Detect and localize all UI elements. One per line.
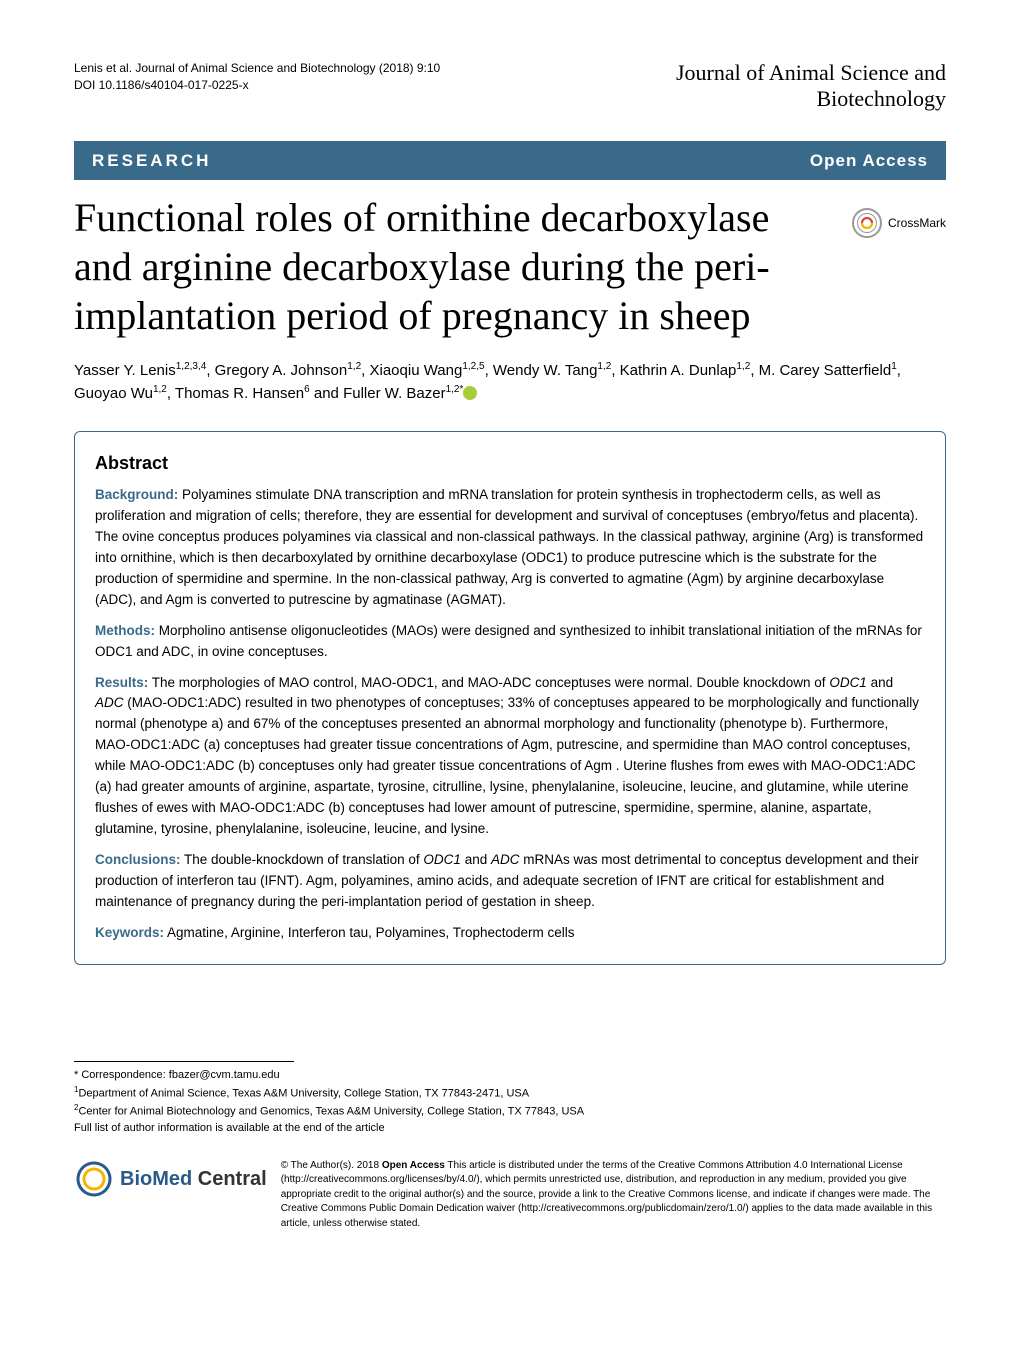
conclusions-text-2: and xyxy=(461,852,491,867)
affil1-text: Department of Animal Science, Texas A&M … xyxy=(78,1087,529,1099)
keywords-text: Agmatine, Arginine, Interferon tau, Poly… xyxy=(164,925,574,940)
bmc-swirl-icon xyxy=(74,1159,114,1199)
section-label: RESEARCH xyxy=(92,148,211,174)
conclusions-italic-1: ODC1 xyxy=(423,852,461,867)
correspondence: * Correspondence: fbazer@cvm.tamu.edu xyxy=(74,1068,946,1084)
doi-text: DOI 10.1186/s40104-017-0225-x xyxy=(74,77,440,94)
citation-block: Lenis et al. Journal of Animal Science a… xyxy=(74,60,440,95)
results-italic-2: ADC xyxy=(95,695,124,710)
journal-name: Journal of Animal Science and Biotechnol… xyxy=(676,60,946,113)
journal-line-1: Journal of Animal Science and xyxy=(676,60,946,85)
abstract-results: Results: The morphologies of MAO control… xyxy=(95,673,925,840)
abstract-heading: Abstract xyxy=(95,450,925,477)
keywords: Keywords: Agmatine, Arginine, Interferon… xyxy=(95,923,925,944)
bmc-central: Central xyxy=(192,1168,266,1190)
results-label: Results: xyxy=(95,675,148,690)
conclusions-text-1: The double-knockdown of translation of xyxy=(181,852,424,867)
results-text-1: The morphologies of MAO control, MAO-ODC… xyxy=(148,675,829,690)
background-label: Background: xyxy=(95,487,178,502)
results-italic-1: ODC1 xyxy=(829,675,867,690)
full-author-list-note: Full list of author information is avail… xyxy=(74,1121,946,1137)
conclusions-italic-2: ADC xyxy=(491,852,520,867)
open-access-label: Open Access xyxy=(810,148,928,174)
citation-text: Lenis et al. Journal of Animal Science a… xyxy=(74,60,440,77)
journal-header: Lenis et al. Journal of Animal Science a… xyxy=(74,60,946,113)
abstract-box: Abstract Background: Polyamines stimulat… xyxy=(74,431,946,964)
affiliation-2: 2Center for Animal Biotechnology and Gen… xyxy=(74,1102,946,1121)
section-bar: RESEARCH Open Access xyxy=(74,141,946,181)
conclusions-label: Conclusions: xyxy=(95,852,181,867)
background-text: Polyamines stimulate DNA transcription a… xyxy=(95,487,923,607)
affil2-text: Center for Animal Biotechnology and Geno… xyxy=(78,1106,584,1118)
abstract-methods: Methods: Morpholino antisense oligonucle… xyxy=(95,621,925,663)
oa-bold: Open Access xyxy=(382,1160,445,1171)
footer-separator xyxy=(74,1061,294,1062)
crossmark-badge[interactable]: CrossMark xyxy=(852,208,946,238)
methods-text: Morpholino antisense oligonucleotides (M… xyxy=(95,623,922,659)
abstract-conclusions: Conclusions: The double-knockdown of tra… xyxy=(95,850,925,913)
crossmark-icon xyxy=(852,208,882,238)
article-title: Functional roles of ornithine decarboxyl… xyxy=(74,194,946,340)
title-wrap: CrossMark Functional roles of ornithine … xyxy=(74,194,946,340)
crossmark-text: CrossMark xyxy=(888,214,946,232)
authors-text: Yasser Y. Lenis1,2,3,4, Gregory A. Johns… xyxy=(74,362,901,402)
page: Lenis et al. Journal of Animal Science a… xyxy=(0,0,1020,1271)
results-text-2: and xyxy=(867,675,893,690)
bmc-bio: BioMed xyxy=(120,1168,192,1190)
affiliation-1: 1Department of Animal Science, Texas A&M… xyxy=(74,1084,946,1103)
biomed-central-logo: BioMed Central xyxy=(74,1159,267,1199)
methods-label: Methods: xyxy=(95,623,155,638)
orcid-icon[interactable] xyxy=(463,386,477,400)
journal-line-2: Biotechnology xyxy=(816,86,946,111)
license-text: © The Author(s). 2018 Open Access This a… xyxy=(281,1159,946,1232)
abstract-background: Background: Polyamines stimulate DNA tra… xyxy=(95,485,925,611)
keywords-label: Keywords: xyxy=(95,925,164,940)
oa-before: © The Author(s). 2018 xyxy=(281,1160,382,1171)
results-text-3: (MAO-ODC1:ADC) resulted in two phenotype… xyxy=(95,695,919,836)
bmc-text: BioMed Central xyxy=(120,1164,267,1194)
open-access-footer: BioMed Central © The Author(s). 2018 Ope… xyxy=(74,1159,946,1232)
authors-list: Yasser Y. Lenis1,2,3,4, Gregory A. Johns… xyxy=(74,359,946,406)
